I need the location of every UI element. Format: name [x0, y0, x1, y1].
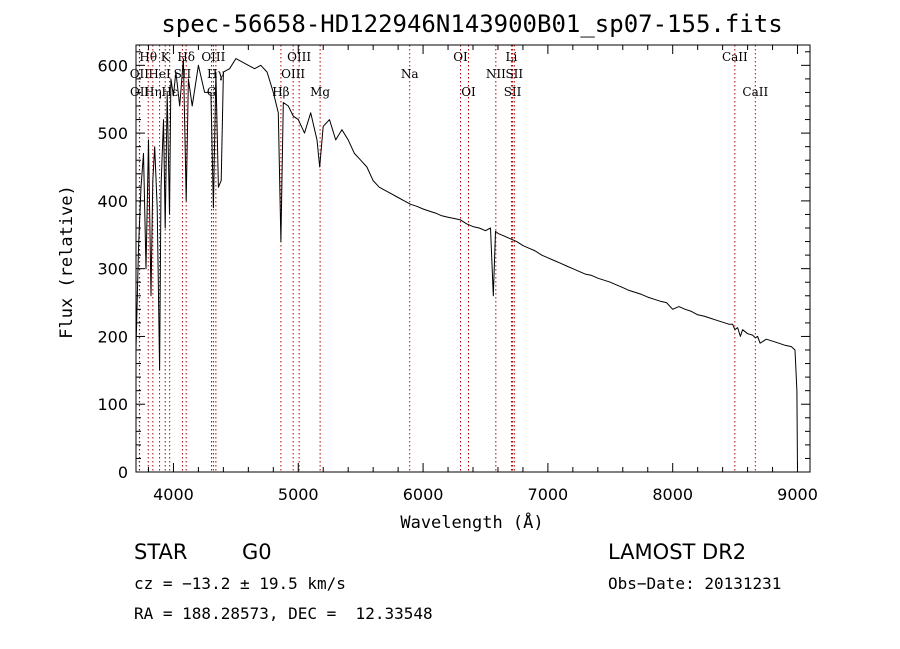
marker-label: Mg: [310, 85, 330, 99]
object-subclass: G0: [242, 540, 272, 564]
x-tick-label: 7000: [528, 485, 569, 504]
marker-label: Hθ: [139, 50, 157, 64]
spectrum-line: [135, 58, 798, 473]
y-tick-label: 600: [97, 56, 128, 75]
x-tick-label: 4000: [153, 485, 194, 504]
marker-label: Na: [401, 67, 419, 81]
marker-label: NII: [486, 67, 506, 81]
spectrum-series: [135, 58, 798, 473]
plot-frame: [135, 44, 811, 473]
x-tick-label: 6000: [403, 485, 444, 504]
obs-date-text: Obs−Date: 20131231: [608, 574, 782, 593]
marker-label: Li: [506, 50, 518, 64]
y-tick-label: 500: [97, 124, 128, 143]
marker-label: Hδ: [177, 50, 195, 64]
y-tick-label: 100: [97, 395, 128, 414]
marker-label: OIII: [287, 50, 311, 64]
marker-label: HeI: [148, 67, 171, 81]
y-tick-label: 300: [97, 260, 128, 279]
y-tick-label: 0: [118, 463, 128, 482]
marker-label: OIII: [281, 67, 305, 81]
y-axis-label: Flux (relative): [57, 185, 77, 339]
chart-title: spec-56658-HD122946N143900B01_sp07-155.f…: [161, 10, 782, 38]
coords-text: RA = 188.28573, DEC = 12.33548: [134, 604, 433, 623]
marker-label: Hβ: [272, 85, 289, 99]
object-class: STAR: [134, 540, 188, 564]
marker-label: CaII: [742, 85, 768, 99]
survey-label: LAMOST DR2: [608, 540, 747, 564]
x-tick-label: 9000: [777, 485, 818, 504]
x-tick-label: 5000: [278, 485, 319, 504]
axes: 4000 5000 6000 7000 8000 9000 0 100 200 300 400 500…: [97, 44, 818, 504]
marker-label: Hε: [161, 85, 178, 99]
marker-label: G: [207, 85, 217, 99]
y-tick-label: 400: [97, 192, 128, 211]
marker-label: OIII: [201, 50, 225, 64]
redshift-text: cz = −13.2 ± 19.5 km/s: [134, 574, 346, 593]
x-axis-label: Wavelength (Å): [400, 511, 543, 533]
marker-label: Hη: [144, 85, 162, 99]
x-tick-label: 8000: [652, 485, 693, 504]
marker-label: OI: [461, 85, 476, 99]
marker-label: SII: [504, 85, 522, 99]
y-tick-label: 200: [97, 327, 128, 346]
marker-label: SII: [505, 67, 523, 81]
marker-label: OI: [453, 50, 468, 64]
marker-label: CaII: [722, 50, 748, 64]
marker-label: K: [161, 50, 171, 64]
